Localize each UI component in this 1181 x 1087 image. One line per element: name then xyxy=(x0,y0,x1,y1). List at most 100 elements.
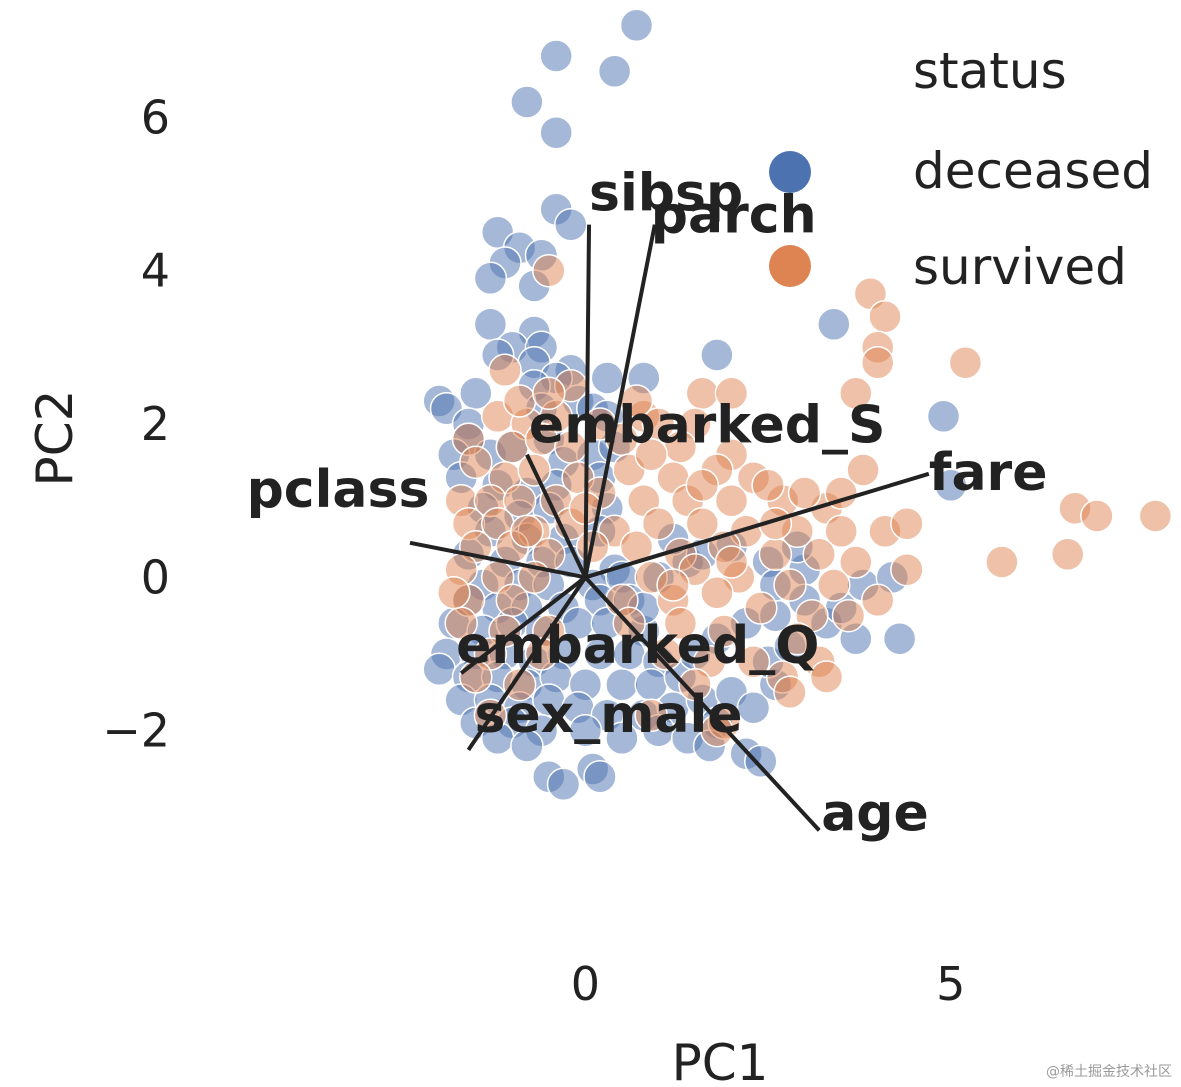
loading-label-sex_male: sex_male xyxy=(474,685,742,745)
point-deceased xyxy=(422,652,456,687)
legend-label-survived: survived xyxy=(913,238,1127,296)
point-survived xyxy=(437,575,471,610)
x-tick-label: 0 xyxy=(571,957,600,1011)
loading-vector-parch xyxy=(583,224,657,578)
point-survived xyxy=(678,667,712,702)
point-survived xyxy=(634,698,668,733)
loading-label-age: age xyxy=(821,783,929,843)
point-survived xyxy=(714,545,749,579)
point-survived xyxy=(641,506,676,541)
point-survived xyxy=(890,552,924,587)
point-survived xyxy=(663,606,698,641)
point-deceased xyxy=(882,621,917,656)
y-tick-label: 6 xyxy=(141,90,170,144)
point-survived xyxy=(532,253,566,288)
point-survived xyxy=(685,468,720,503)
point-survived xyxy=(634,437,668,472)
point-survived xyxy=(714,376,749,411)
point-deceased xyxy=(539,115,573,150)
point-deceased xyxy=(744,744,778,779)
point-deceased xyxy=(554,207,588,242)
loading-label-fare: fare xyxy=(929,443,1048,503)
point-survived xyxy=(758,537,793,572)
point-survived xyxy=(839,376,873,411)
point-survived xyxy=(744,591,778,625)
legend: status deceased survived xyxy=(769,42,1153,296)
point-survived xyxy=(985,545,1019,579)
y-tick-label: 0 xyxy=(141,550,170,604)
point-deceased xyxy=(700,338,734,372)
point-survived xyxy=(802,537,836,572)
point-survived xyxy=(1138,499,1173,533)
loading-vector-embarked_Q xyxy=(459,575,587,675)
loading-label-sibsp: sibsp xyxy=(589,164,743,224)
point-survived xyxy=(714,483,749,518)
point-deceased xyxy=(605,721,639,756)
point-survived xyxy=(824,514,858,549)
point-survived xyxy=(459,445,493,480)
loading-label-embarked_S: embarked_S xyxy=(529,396,886,456)
point-deceased xyxy=(583,759,617,794)
y-axis-label: PC2 xyxy=(26,390,84,487)
point-deceased xyxy=(510,729,544,763)
point-survived xyxy=(846,453,880,487)
legend-title: status xyxy=(913,42,1067,100)
point-survived xyxy=(890,506,924,541)
loading-label-parch: parch xyxy=(651,186,817,246)
point-survived xyxy=(831,598,866,633)
point-survived xyxy=(488,353,522,388)
point-deceased xyxy=(619,8,654,43)
point-survived xyxy=(649,637,683,671)
point-deceased xyxy=(473,261,508,296)
point-survived xyxy=(685,506,720,541)
point-deceased xyxy=(597,54,632,89)
loading-vector-sex_male xyxy=(466,576,588,751)
x-axis-label: PC1 xyxy=(672,1034,769,1087)
point-survived xyxy=(773,568,807,602)
legend-label-deceased: deceased xyxy=(913,142,1153,200)
point-survived xyxy=(1050,537,1085,572)
x-tick-label: 5 xyxy=(936,957,965,1011)
point-survived xyxy=(707,614,741,648)
point-survived xyxy=(700,575,734,610)
point-survived xyxy=(868,299,902,334)
point-deceased xyxy=(510,85,544,119)
point-survived xyxy=(780,621,815,656)
point-deceased xyxy=(817,307,851,342)
point-survived xyxy=(502,667,537,702)
point-survived xyxy=(524,637,559,671)
point-survived xyxy=(736,644,771,679)
point-survived xyxy=(839,545,873,579)
y-tick-label: −2 xyxy=(102,704,170,758)
point-survived xyxy=(751,468,785,503)
point-survived xyxy=(860,583,895,618)
point-survived xyxy=(773,675,807,710)
point-deceased xyxy=(926,399,961,434)
point-deceased xyxy=(590,361,625,395)
watermark: @稀土掘金技术社区 xyxy=(1046,1064,1172,1080)
point-deceased xyxy=(736,690,771,725)
y-axis-ticks: −2 0 2 4 6 xyxy=(102,90,170,757)
loading-vector-fare xyxy=(584,471,930,580)
point-survived xyxy=(532,376,566,411)
loading-label-pclass: pclass xyxy=(247,460,430,520)
point-deceased xyxy=(934,468,968,503)
point-survived xyxy=(495,583,530,618)
point-survived xyxy=(510,514,544,549)
y-tick-label: 2 xyxy=(141,397,170,451)
legend-marker-survived xyxy=(769,245,811,287)
loading-vectors xyxy=(409,224,930,832)
loading-vector-pclass xyxy=(409,540,586,580)
loading-vector-age xyxy=(583,575,821,832)
y-tick-label: 4 xyxy=(141,244,170,298)
point-survived xyxy=(1080,499,1114,533)
loading-vector-sibsp xyxy=(583,224,592,578)
point-survived xyxy=(787,476,822,510)
loading-vector-embarked_S xyxy=(525,453,588,579)
point-deceased xyxy=(568,713,603,748)
point-survived xyxy=(860,345,895,380)
scatter-points xyxy=(422,8,1173,802)
